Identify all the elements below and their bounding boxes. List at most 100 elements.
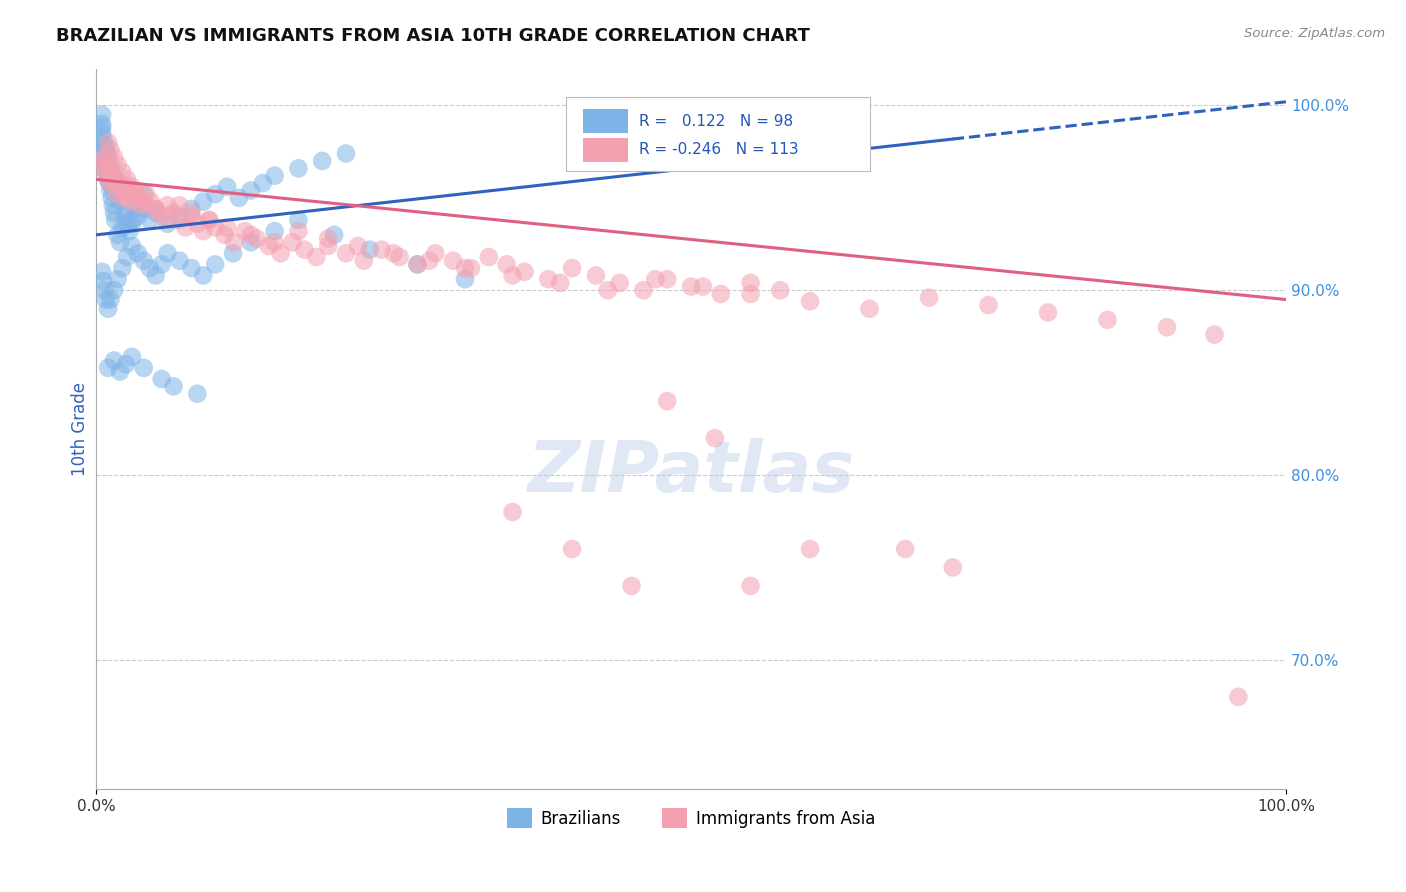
Point bbox=[561, 261, 583, 276]
Point bbox=[204, 257, 226, 271]
Point bbox=[204, 187, 226, 202]
Point bbox=[460, 261, 482, 276]
Point bbox=[740, 287, 762, 301]
Point bbox=[162, 205, 184, 219]
Point bbox=[692, 279, 714, 293]
Point bbox=[585, 268, 607, 283]
Text: ZIPatlas: ZIPatlas bbox=[527, 438, 855, 507]
Point bbox=[769, 283, 792, 297]
Point bbox=[101, 165, 124, 179]
Point bbox=[118, 187, 141, 202]
Point bbox=[132, 187, 155, 202]
Point bbox=[103, 150, 125, 164]
Text: R = -0.246   N = 113: R = -0.246 N = 113 bbox=[638, 143, 799, 158]
Point bbox=[103, 353, 125, 368]
Point bbox=[162, 379, 184, 393]
Point bbox=[103, 172, 125, 186]
Point bbox=[122, 184, 145, 198]
Point bbox=[96, 165, 118, 179]
Point bbox=[703, 431, 725, 445]
Point bbox=[94, 153, 117, 168]
Point bbox=[620, 579, 643, 593]
Point bbox=[115, 217, 138, 231]
Point bbox=[97, 158, 120, 172]
Point bbox=[115, 357, 138, 371]
Point bbox=[224, 235, 246, 250]
Point bbox=[91, 163, 114, 178]
Point bbox=[100, 143, 122, 157]
Point bbox=[94, 139, 117, 153]
Point bbox=[97, 301, 120, 316]
Point bbox=[114, 210, 136, 224]
Point bbox=[101, 179, 124, 194]
Point bbox=[156, 217, 179, 231]
Point bbox=[1036, 305, 1059, 319]
Point bbox=[977, 298, 1000, 312]
Point bbox=[127, 187, 149, 202]
Point bbox=[644, 272, 666, 286]
Point bbox=[145, 205, 167, 219]
Point bbox=[121, 217, 143, 231]
Point bbox=[96, 165, 118, 179]
Point bbox=[98, 161, 121, 176]
FancyBboxPatch shape bbox=[567, 97, 869, 171]
Point bbox=[548, 276, 571, 290]
Point bbox=[100, 293, 122, 307]
Point bbox=[710, 287, 733, 301]
Point bbox=[186, 386, 208, 401]
Point bbox=[228, 191, 250, 205]
Point bbox=[193, 268, 215, 283]
Point bbox=[193, 224, 215, 238]
Point bbox=[150, 210, 173, 224]
Point bbox=[156, 210, 179, 224]
Point bbox=[270, 246, 292, 260]
Point bbox=[100, 176, 122, 190]
Point bbox=[121, 239, 143, 253]
Point bbox=[858, 301, 880, 316]
Point bbox=[107, 184, 129, 198]
Point bbox=[359, 243, 381, 257]
Point bbox=[132, 253, 155, 268]
Point bbox=[94, 158, 117, 172]
Point bbox=[305, 250, 328, 264]
Point bbox=[740, 579, 762, 593]
Point bbox=[441, 253, 464, 268]
Point bbox=[513, 265, 536, 279]
Point bbox=[127, 246, 149, 260]
Point bbox=[681, 279, 703, 293]
Point bbox=[1204, 327, 1226, 342]
Point bbox=[425, 246, 447, 260]
Point bbox=[740, 276, 762, 290]
Point bbox=[97, 172, 120, 186]
Point bbox=[287, 213, 309, 227]
Point bbox=[107, 272, 129, 286]
Point bbox=[108, 365, 131, 379]
Point bbox=[169, 213, 191, 227]
Point bbox=[111, 184, 134, 198]
Point bbox=[91, 108, 114, 122]
Point bbox=[214, 227, 236, 242]
Point bbox=[91, 126, 114, 140]
Point bbox=[657, 394, 679, 409]
Point bbox=[93, 150, 115, 164]
Point bbox=[121, 194, 143, 209]
Point bbox=[115, 179, 138, 194]
Point bbox=[502, 505, 524, 519]
Point bbox=[180, 210, 202, 224]
Point bbox=[657, 272, 679, 286]
Point bbox=[107, 158, 129, 172]
Point bbox=[100, 184, 122, 198]
Point bbox=[100, 169, 122, 183]
Point bbox=[103, 205, 125, 219]
Point bbox=[198, 213, 221, 227]
Point bbox=[97, 150, 120, 164]
Point bbox=[406, 257, 429, 271]
Point bbox=[418, 253, 440, 268]
Point bbox=[138, 261, 160, 276]
Point bbox=[93, 283, 115, 297]
Point bbox=[103, 283, 125, 297]
Point bbox=[382, 246, 405, 260]
Point bbox=[91, 274, 114, 288]
Point bbox=[94, 158, 117, 172]
Point bbox=[215, 220, 238, 235]
